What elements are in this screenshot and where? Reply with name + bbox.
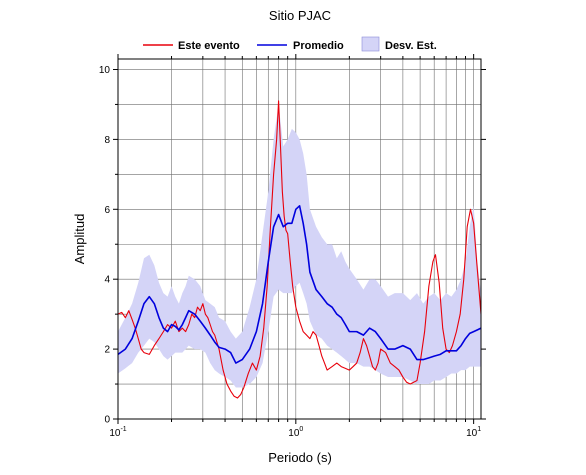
plot-frame [117, 58, 482, 420]
x-tick-exponent: 1 [477, 426, 481, 433]
x-tick-exponent: 0 [299, 426, 303, 433]
series-este-evento [117, 100, 482, 399]
legend: Este evento Promedio Desv. Est. [143, 36, 437, 52]
y-tick-label: 0 [104, 415, 110, 426]
y-tick-label: 6 [104, 205, 110, 216]
y-tick-label: 2 [104, 345, 110, 356]
legend-swatch-desv-est [361, 36, 380, 52]
x-tick-exponent: -1 [120, 426, 126, 433]
x-tick-label: 100 [288, 426, 303, 439]
y-tick-label: 4 [104, 275, 110, 286]
y-tick-label: 10 [99, 65, 111, 76]
legend-label-promedio: Promedio [293, 40, 344, 52]
x-tick-label: 101 [466, 426, 481, 439]
x-tick-label: 10-1 [109, 426, 126, 439]
std-dev-band [118, 104, 481, 388]
chart-title: Sitio PJAC [269, 8, 331, 23]
series-promedio [117, 205, 482, 364]
y-axis-label: Amplitud [72, 214, 87, 265]
legend-label-este-evento: Este evento [178, 40, 240, 52]
x-axis-label: Periodo (s) [268, 450, 332, 465]
y-tick-label: 8 [104, 135, 110, 146]
series-lines [117, 100, 482, 399]
legend-label-desv-est: Desv. Est. [385, 40, 437, 52]
